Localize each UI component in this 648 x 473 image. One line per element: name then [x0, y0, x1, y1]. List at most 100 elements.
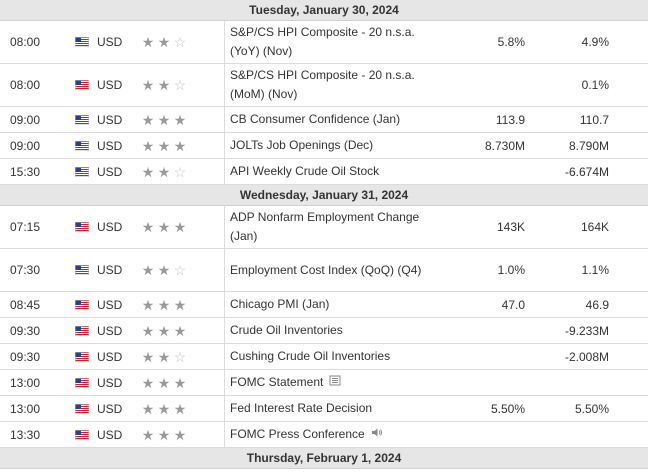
star-empty-icon: ☆	[173, 77, 187, 93]
event-time: 08:45	[10, 297, 41, 312]
event-name-cell[interactable]: S&P/CS HPI Composite - 20 n.s.a. (MoM) (…	[224, 64, 444, 106]
us-flag-icon	[75, 344, 89, 369]
event-row[interactable]: 13:00 USD ★ ★ ★ FOMC Statement	[0, 370, 648, 396]
star-empty-icon: ☆	[173, 348, 187, 365]
us-flag-icon	[75, 159, 89, 184]
us-flag-icon	[75, 206, 89, 248]
star-filled-icon: ★	[157, 137, 171, 154]
event-currency: USD	[97, 78, 123, 92]
event-name-cell[interactable]: API Weekly Crude Oil Stock	[224, 159, 444, 184]
importance-stars: ★ ★ ☆	[140, 344, 200, 369]
event-name[interactable]: Employment Cost Index (QoQ) (Q4)	[230, 262, 422, 277]
event-row[interactable]: 13:00 USD ★ ★ ★ Fed Interest Rate Decision 5.5…	[0, 396, 648, 422]
us-flag-icon	[75, 64, 89, 106]
us-flag-icon	[75, 396, 89, 421]
star-filled-icon: ★	[141, 34, 155, 50]
event-currency: USD	[97, 323, 123, 338]
star-filled-icon: ★	[157, 374, 171, 391]
event-currency: USD	[97, 297, 123, 312]
star-filled-icon: ★	[173, 111, 187, 128]
importance-stars: ★ ★ ★	[140, 318, 200, 343]
event-name[interactable]: API Weekly Crude Oil Stock	[230, 164, 380, 178]
event-name[interactable]: Cushing Crude Oil Inventories	[230, 349, 391, 363]
event-row[interactable]: 09:00 USD ★ ★ ★ CB Consumer Confidence (Jan) 1…	[0, 107, 648, 133]
event-row[interactable]: 09:00 USD ★ ★ ★ JOLTs Job Openings (Dec) 8.730…	[0, 133, 648, 159]
star-filled-icon: ★	[173, 426, 187, 443]
event-name-cell[interactable]: Chicago PMI (Jan)	[224, 292, 444, 317]
speaker-icon[interactable]	[371, 425, 383, 444]
event-name[interactable]: Crude Oil Inventories	[230, 323, 343, 337]
event-name-cell[interactable]: FOMC Statement	[224, 370, 444, 395]
previous-value: 113.9	[495, 112, 525, 127]
star-filled-icon: ★	[141, 348, 155, 365]
event-time: 08:00	[10, 78, 41, 92]
importance-stars: ★ ★ ★	[140, 422, 200, 447]
event-name[interactable]: FOMC Statement	[230, 374, 324, 389]
star-filled-icon: ★	[173, 137, 187, 154]
event-name[interactable]: ADP Nonfarm Employment Change (Jan)	[230, 210, 420, 243]
event-name-cell[interactable]: S&P/CS HPI Composite - 20 n.s.a. (YoY) (…	[224, 21, 444, 63]
event-name[interactable]: CB Consumer Confidence (Jan)	[230, 112, 401, 126]
event-name-cell[interactable]: Employment Cost Index (QoQ) (Q4)	[224, 249, 444, 291]
event-name[interactable]: JOLTs Job Openings (Dec)	[230, 138, 374, 152]
document-icon[interactable]	[329, 373, 341, 392]
event-name[interactable]: FOMC Press Conference	[230, 426, 365, 441]
event-name[interactable]: S&P/CS HPI Composite - 20 n.s.a. (MoM) (…	[230, 68, 415, 101]
event-row[interactable]: 15:30 USD ★ ★ ☆ API Weekly Crude Oil Stock -6.…	[0, 159, 648, 185]
importance-stars: ★ ★ ★	[140, 292, 200, 317]
event-row[interactable]: 07:30 USD ★ ★ ☆ Employment Cost Index (QoQ) (…	[0, 249, 648, 292]
day-header: Tuesday, January 30, 2024	[0, 0, 648, 21]
previous-value	[440, 159, 525, 184]
event-name-cell[interactable]: FOMC Press Conference	[224, 422, 444, 447]
event-time: 13:00	[10, 375, 41, 390]
star-filled-icon: ★	[173, 322, 187, 339]
forecast-value: 110.7	[579, 112, 609, 127]
event-name-cell[interactable]: Crude Oil Inventories	[224, 318, 444, 343]
us-flag-icon	[75, 292, 89, 317]
forecast-value: 164K	[580, 220, 609, 234]
event-name-cell[interactable]: CB Consumer Confidence (Jan)	[224, 107, 444, 132]
previous-value: 47.0	[501, 297, 525, 312]
event-row[interactable]: 08:00 USD ★ ★ ☆ S&P/CS HPI Composite - 20 n.s…	[0, 64, 648, 107]
star-empty-icon: ☆	[173, 262, 187, 278]
star-filled-icon: ★	[141, 219, 155, 235]
star-empty-icon: ☆	[173, 34, 187, 50]
event-row[interactable]: 09:30 USD ★ ★ ☆ Cushing Crude Oil Inventories…	[0, 344, 648, 370]
us-flag-icon	[75, 422, 89, 447]
star-filled-icon: ★	[157, 34, 171, 50]
event-name-cell[interactable]: Cushing Crude Oil Inventories	[224, 344, 444, 369]
event-name-cell[interactable]: JOLTs Job Openings (Dec)	[224, 133, 444, 158]
event-row[interactable]: 08:00 USD ★ ★ ☆ S&P/CS HPI Composite - 20 n.s…	[0, 21, 648, 64]
star-filled-icon: ★	[141, 137, 155, 154]
event-row[interactable]: 13:30 USD ★ ★ ★ FOMC Press Conference	[0, 422, 648, 448]
previous-value: 8.730M	[484, 138, 525, 153]
star-filled-icon: ★	[141, 296, 155, 313]
forecast-value: 8.790M	[568, 138, 609, 153]
star-filled-icon: ★	[141, 400, 155, 417]
event-time: 09:30	[10, 349, 41, 364]
forecast-value: -9.233M	[564, 323, 609, 338]
importance-stars: ★ ★ ☆	[140, 21, 200, 63]
star-empty-icon: ☆	[173, 163, 187, 180]
event-currency: USD	[97, 401, 123, 416]
forecast-value	[530, 422, 609, 447]
star-filled-icon: ★	[141, 374, 155, 391]
star-filled-icon: ★	[141, 262, 155, 278]
event-name[interactable]: Chicago PMI (Jan)	[230, 297, 330, 311]
star-filled-icon: ★	[157, 322, 171, 339]
event-time: 15:30	[10, 164, 41, 179]
event-row[interactable]: 09:30 USD ★ ★ ★ Crude Oil Inventories -9.233M	[0, 318, 648, 344]
event-name-cell[interactable]: Fed Interest Rate Decision	[224, 396, 444, 421]
event-name[interactable]: Fed Interest Rate Decision	[230, 401, 373, 415]
previous-value	[440, 318, 525, 343]
event-currency: USD	[97, 112, 123, 127]
event-row[interactable]: 08:45 USD ★ ★ ★ Chicago PMI (Jan) 47.0 46.9	[0, 292, 648, 318]
event-currency: USD	[97, 375, 123, 390]
event-name-cell[interactable]: ADP Nonfarm Employment Change (Jan)	[224, 206, 444, 248]
event-name[interactable]: S&P/CS HPI Composite - 20 n.s.a. (YoY) (…	[230, 25, 415, 58]
event-time: 09:30	[10, 323, 41, 338]
star-filled-icon: ★	[173, 400, 187, 417]
previous-value	[440, 422, 525, 447]
event-row[interactable]: 07:15 USD ★ ★ ★ ADP Nonfarm Employment Change…	[0, 206, 648, 249]
